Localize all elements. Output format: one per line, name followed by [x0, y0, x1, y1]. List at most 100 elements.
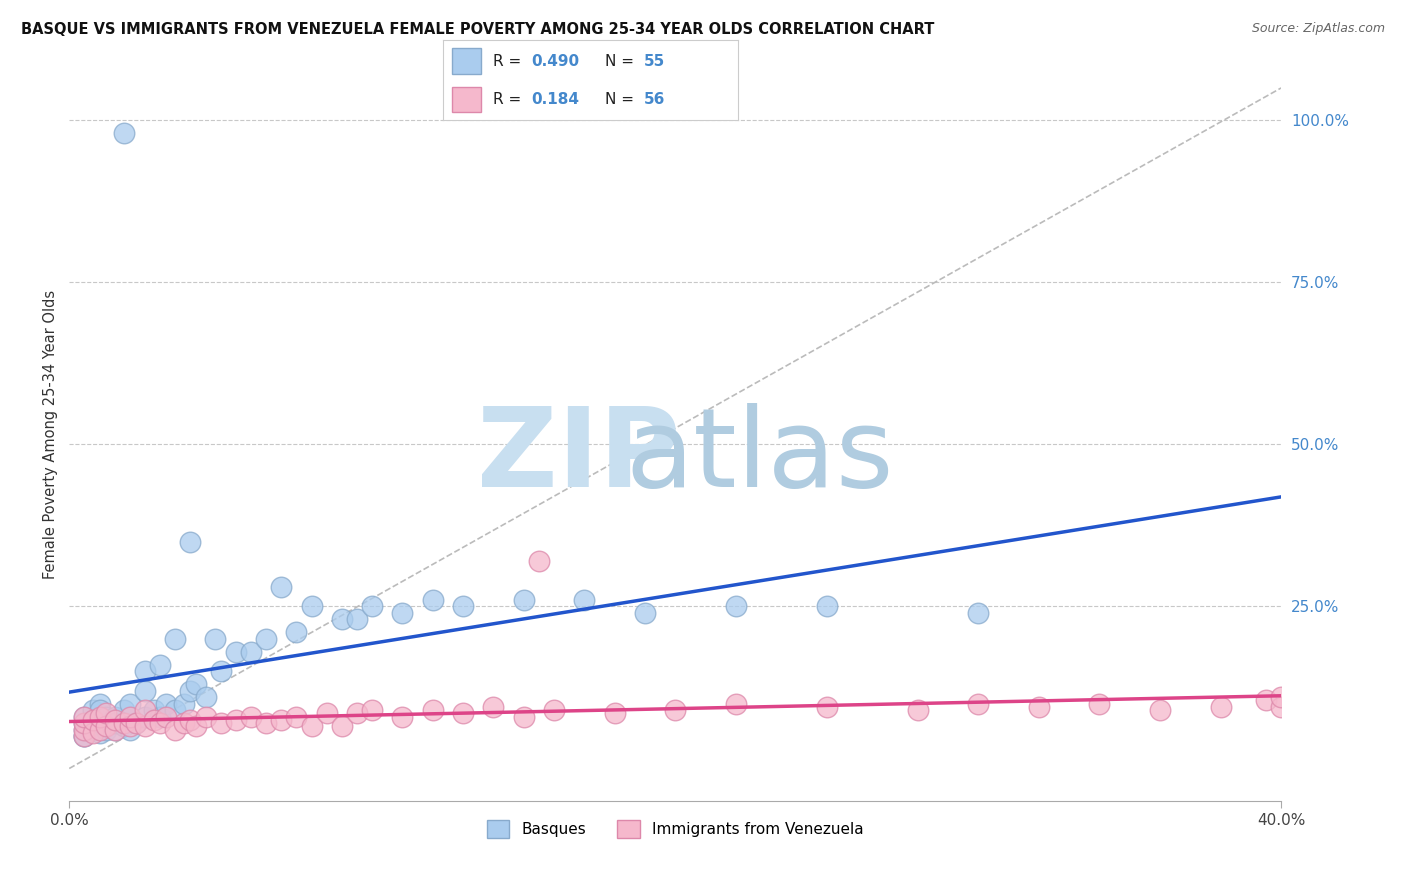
Point [422, 593, 444, 607]
Point [89, 703, 111, 717]
Point [543, 703, 565, 717]
Bar [451, 48, 481, 74]
Point [82, 703, 104, 717]
Point [204, 632, 226, 646]
Point [482, 699, 505, 714]
Point [155, 697, 177, 711]
Point [346, 612, 368, 626]
Point [173, 697, 195, 711]
Point [225, 713, 247, 727]
Point [664, 703, 686, 717]
Point [285, 709, 308, 723]
Point [165, 632, 187, 646]
Point [73, 716, 96, 731]
Point [112, 126, 135, 140]
Point [179, 683, 201, 698]
Point [603, 706, 626, 721]
Point [89, 723, 111, 737]
Point [967, 606, 990, 620]
Point [301, 599, 323, 614]
Point [94, 706, 117, 721]
Point [209, 716, 232, 731]
Point [73, 716, 96, 731]
Point [1028, 699, 1050, 714]
Text: R =: R = [494, 54, 526, 69]
Text: 0.184: 0.184 [531, 92, 579, 107]
Point [330, 719, 353, 733]
Point [527, 554, 550, 568]
Point [73, 729, 96, 743]
Point [361, 599, 384, 614]
Point [1254, 693, 1277, 707]
Point [73, 729, 96, 743]
Text: 0.490: 0.490 [531, 54, 579, 69]
Point [134, 719, 156, 733]
Point [254, 632, 277, 646]
Point [143, 703, 166, 717]
Point [134, 703, 156, 717]
Point [94, 719, 117, 733]
Point [89, 726, 111, 740]
Point [186, 677, 208, 691]
Point [134, 709, 156, 723]
Point [165, 723, 187, 737]
Point [134, 665, 156, 679]
Point [451, 599, 474, 614]
Point [186, 719, 208, 733]
Text: 55: 55 [644, 54, 665, 69]
Point [118, 697, 141, 711]
Point [361, 703, 384, 717]
Point [104, 723, 127, 737]
Point [724, 599, 747, 614]
Point [225, 645, 247, 659]
Point [512, 709, 534, 723]
Point [574, 593, 596, 607]
Point [73, 729, 96, 743]
Point [125, 716, 148, 731]
Point [179, 534, 201, 549]
Point [194, 690, 217, 705]
Text: R =: R = [494, 92, 526, 107]
Point [240, 645, 263, 659]
Point [346, 706, 368, 721]
Point [391, 709, 413, 723]
Point [1209, 699, 1232, 714]
Point [118, 719, 141, 733]
Point [240, 709, 263, 723]
Point [89, 709, 111, 723]
Point [149, 709, 172, 723]
Point [104, 723, 127, 737]
Point [815, 599, 838, 614]
Point [73, 723, 96, 737]
Text: ZIP: ZIP [477, 403, 681, 510]
Point [270, 713, 292, 727]
Point [512, 593, 534, 607]
Point [194, 709, 217, 723]
Point [179, 713, 201, 727]
Text: BASQUE VS IMMIGRANTS FROM VENEZUELA FEMALE POVERTY AMONG 25-34 YEAR OLDS CORRELA: BASQUE VS IMMIGRANTS FROM VENEZUELA FEMA… [21, 22, 935, 37]
Point [112, 719, 135, 733]
Point [155, 709, 177, 723]
Bar [451, 87, 481, 112]
Point [173, 716, 195, 731]
Point [209, 665, 232, 679]
Point [330, 612, 353, 626]
Point [73, 709, 96, 723]
Point [301, 719, 323, 733]
Point [724, 697, 747, 711]
Point [94, 723, 117, 737]
Point [104, 716, 127, 731]
Point [94, 709, 117, 723]
Point [134, 683, 156, 698]
Point [285, 625, 308, 640]
Point [125, 716, 148, 731]
Text: N =: N = [606, 92, 640, 107]
Point [907, 703, 929, 717]
Point [1270, 690, 1292, 705]
Point [815, 699, 838, 714]
Text: Source: ZipAtlas.com: Source: ZipAtlas.com [1251, 22, 1385, 36]
Text: 56: 56 [644, 92, 665, 107]
Point [391, 606, 413, 620]
Point [1088, 697, 1111, 711]
Point [89, 716, 111, 731]
